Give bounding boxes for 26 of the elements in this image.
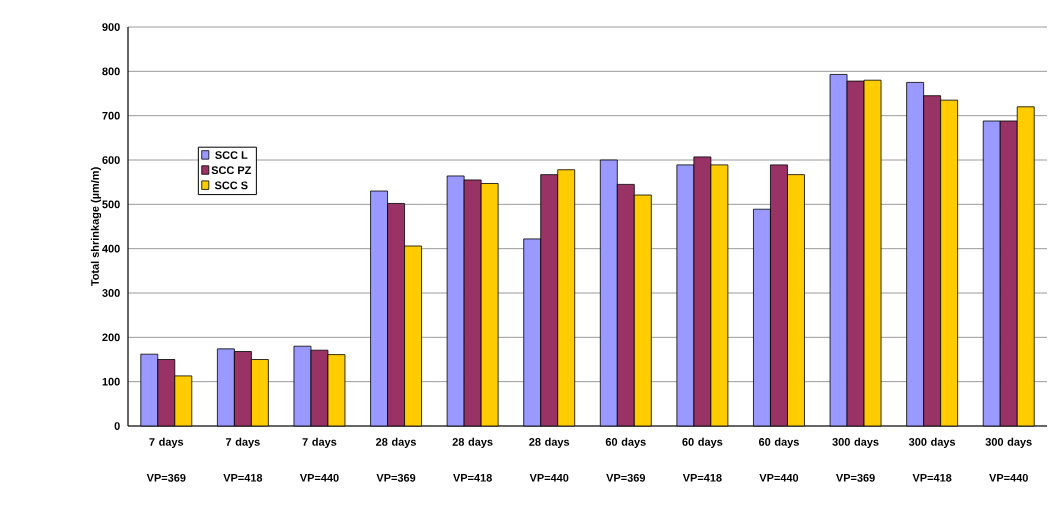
category-label: 60 days VP=369: [605, 437, 646, 482]
legend-label: SCC PZ: [211, 166, 252, 175]
y-tick-label: 600: [102, 156, 120, 164]
y-tick-label: 100: [102, 377, 120, 386]
category-label: 60 days VP=418: [682, 437, 723, 482]
y-tick-label: 900: [102, 23, 120, 31]
legend-label: SCC S: [214, 181, 248, 190]
category-label: 300 days VP=440: [985, 437, 1032, 482]
y-tick-label: 800: [102, 67, 120, 76]
category-label: 28 days VP=418: [452, 437, 493, 482]
y-tick-label: 300: [102, 289, 120, 297]
y-tick-label: 400: [102, 244, 120, 253]
category-label: 28 days VP=369: [376, 437, 416, 482]
category-label: 7 days VP=369: [146, 437, 186, 482]
category-label: 300 days VP=418: [908, 437, 956, 482]
y-tick-label: 200: [102, 333, 120, 342]
category-label: 300 days VP=369: [832, 437, 879, 482]
y-tick-label: 500: [102, 200, 120, 209]
category-label: 7 days VP=418: [223, 437, 263, 482]
y-axis-title: Total shrinkage (µm/m): [90, 167, 102, 287]
y-tick-label: 700: [102, 111, 120, 120]
category-label: 7 days VP=440: [299, 437, 339, 482]
category-label: 28 days VP=440: [529, 437, 570, 482]
legend-label: SCC L: [215, 151, 248, 159]
category-label: 60 days VP=440: [758, 437, 799, 482]
y-tick-label: 0: [114, 422, 120, 430]
